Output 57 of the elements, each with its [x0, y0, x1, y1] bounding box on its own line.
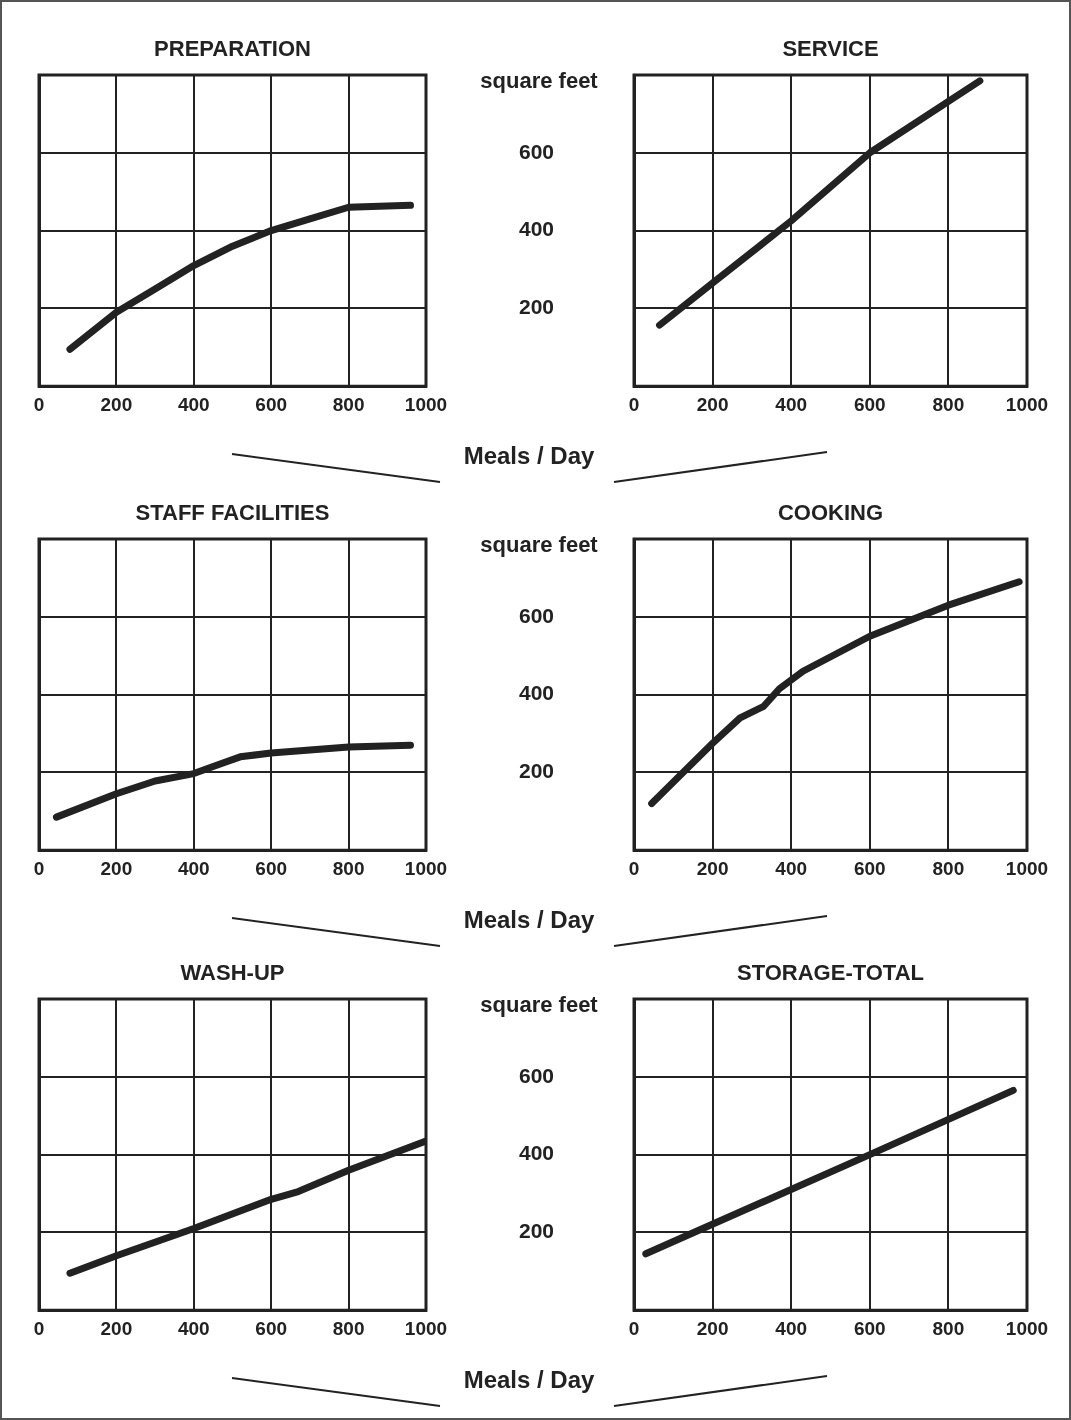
x-tick-label: 200 — [696, 393, 729, 415]
x-tick-label: 1000 — [404, 857, 448, 879]
x-tick-label: 800 — [332, 393, 365, 415]
chart-title: COOKING — [777, 500, 884, 526]
x-tick-label: 600 — [853, 857, 886, 879]
x-tick-label: 400 — [177, 393, 210, 415]
y-tick-label: 200 — [518, 759, 554, 783]
x-tick-label: 0 — [33, 1317, 45, 1339]
x-tick-label: 200 — [696, 857, 729, 879]
x-tick-label: 200 — [100, 1317, 133, 1339]
chart-title: STAFF FACILITIES — [135, 500, 330, 526]
x-tick-label: 800 — [932, 1317, 965, 1339]
x-tick-label: 1000 — [1005, 857, 1049, 879]
x-tick-label: 800 — [932, 857, 965, 879]
x-tick-label: 600 — [853, 393, 886, 415]
x-tick-label: 600 — [853, 1317, 886, 1339]
x-tick-label: 800 — [932, 393, 965, 415]
y-axis-title: square feet — [480, 68, 599, 94]
chart-title: SERVICE — [782, 36, 879, 62]
x-tick-label: 1000 — [1005, 1317, 1049, 1339]
x-tick-label: 400 — [177, 857, 210, 879]
x-tick-label: 600 — [255, 393, 288, 415]
y-tick-label: 200 — [518, 1219, 554, 1243]
x-tick-label: 1000 — [1005, 393, 1049, 415]
x-tick-label: 400 — [775, 857, 808, 879]
y-tick-label: 400 — [518, 681, 554, 705]
y-tick-label: 400 — [518, 217, 554, 241]
x-tick-label: 600 — [255, 857, 288, 879]
x-tick-label: 0 — [628, 393, 640, 415]
x-tick-label: 400 — [177, 1317, 210, 1339]
chart-title: STORAGE-TOTAL — [737, 960, 924, 986]
x-tick-label: 400 — [775, 1317, 808, 1339]
x-axis-title: Meals / Day — [463, 1366, 595, 1394]
x-tick-label: 0 — [33, 857, 45, 879]
x-tick-label: 600 — [255, 1317, 288, 1339]
y-axis-title: square feet — [480, 532, 599, 558]
y-axis-title: square feet — [480, 992, 599, 1018]
x-tick-label: 1000 — [404, 1317, 448, 1339]
y-tick-label: 600 — [518, 603, 554, 627]
y-tick-label: 200 — [518, 295, 554, 319]
x-tick-label: 200 — [100, 857, 133, 879]
y-tick-label: 600 — [518, 1063, 554, 1087]
x-tick-label: 800 — [332, 1317, 365, 1339]
chart-title: WASH-UP — [180, 960, 285, 986]
chart-title: PREPARATION — [154, 36, 311, 62]
x-tick-label: 800 — [332, 857, 365, 879]
x-tick-label: 0 — [628, 1317, 640, 1339]
x-tick-label: 1000 — [404, 393, 448, 415]
y-tick-label: 600 — [518, 139, 554, 163]
y-tick-label: 400 — [518, 1141, 554, 1165]
x-axis-title: Meals / Day — [463, 442, 595, 470]
x-axis-title: Meals / Day — [463, 906, 595, 934]
x-tick-label: 0 — [33, 393, 45, 415]
x-tick-label: 200 — [100, 393, 133, 415]
x-tick-label: 400 — [775, 393, 808, 415]
x-tick-label: 200 — [696, 1317, 729, 1339]
x-tick-label: 0 — [628, 857, 640, 879]
